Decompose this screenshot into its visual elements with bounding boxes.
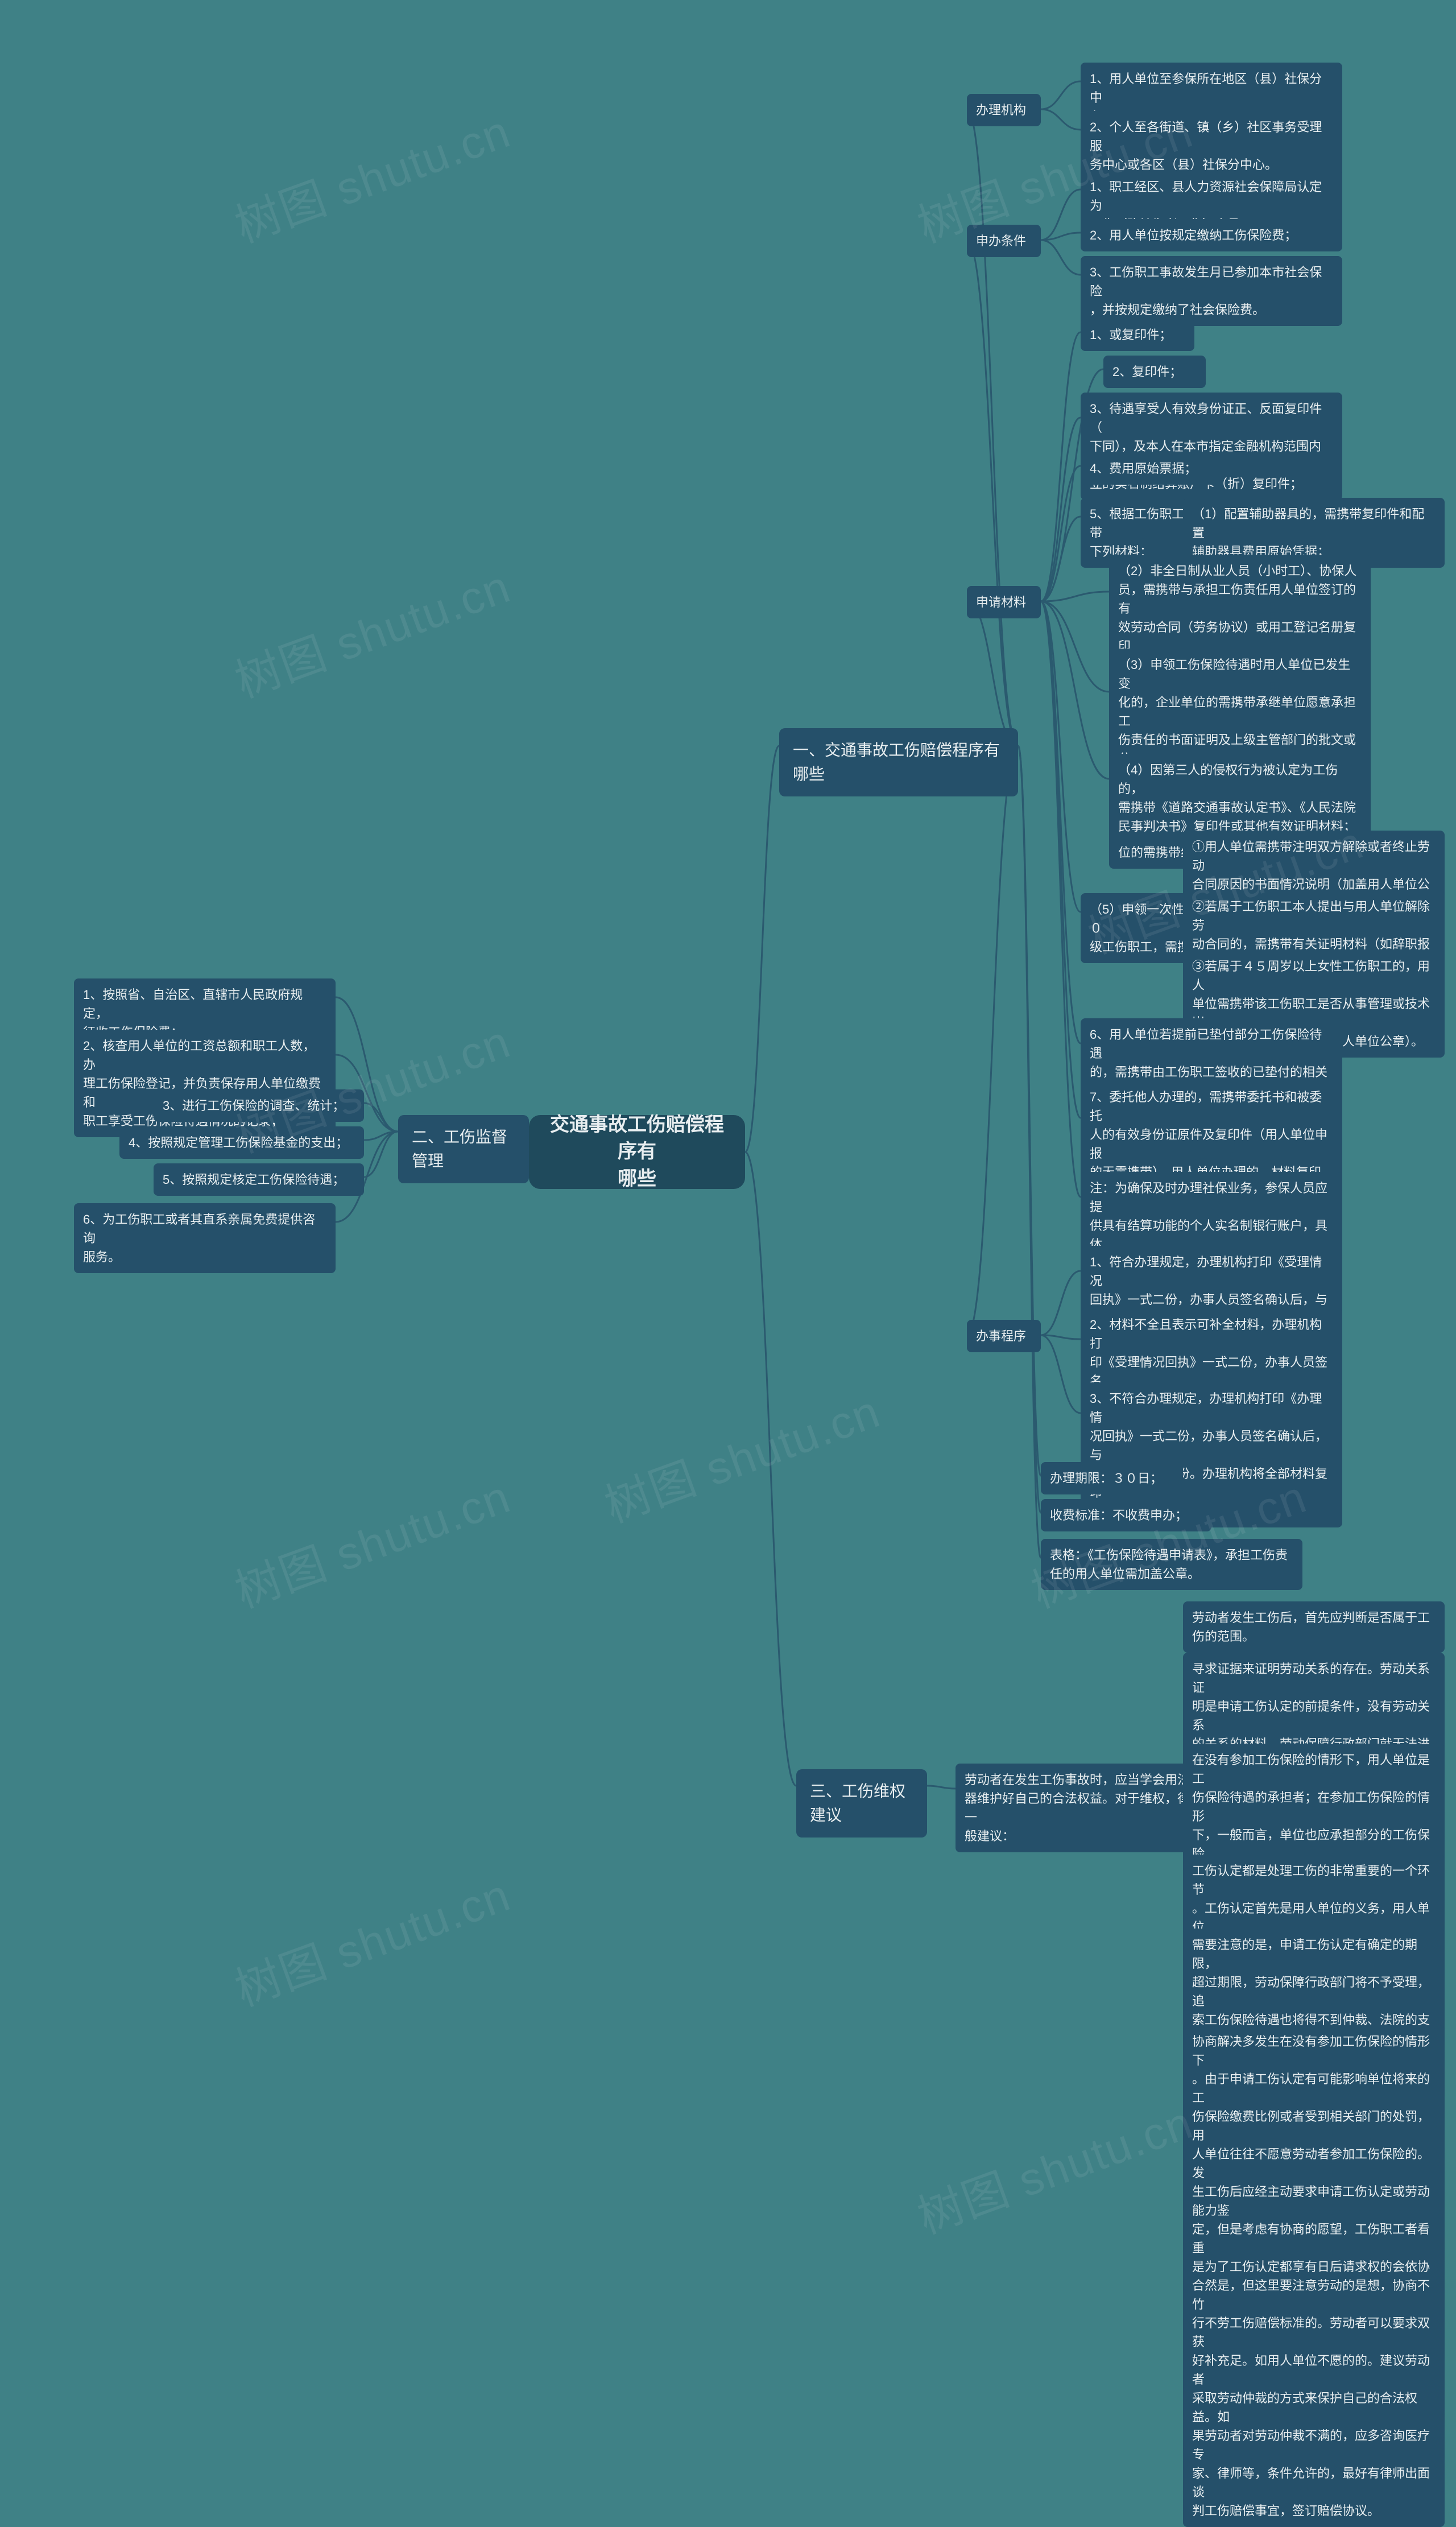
node-b1c5d: （4）因第三人的侵权行为被认定为工伤的，需携带《道路交通事故认定书》、《人民法院… [1109,754,1371,843]
node-b2: 二、工伤监督管理 [398,1115,529,1183]
node-b1e: 办理期限：３０日； [1041,1462,1183,1494]
node-b1b3: 3、工伤职工事故发生月已参加本市社会保险，并按规定缴纳了社会保险费。 [1081,256,1342,326]
node-b1a: 办理机构 [967,94,1041,126]
node-b1c4: 4、费用原始票据； [1081,452,1217,485]
node-b3: 三、工伤维权建议 [796,1769,927,1838]
node-b2e: 5、按照规定核定工伤保险待遇； [154,1163,364,1196]
node-b1c2: 2、复印件； [1103,356,1206,388]
node-b2c: 3、进行工伤保险的调查、统计； [154,1089,364,1122]
node-b1c1: 1、或复印件； [1081,319,1194,351]
node-b3e1: 协商解决多发生在没有参加工伤保险的情形下。由于申请工伤认定有可能影响单位将来的工… [1183,2025,1445,2527]
node-b2f: 6、为工伤职工或者其直系亲属免费提供咨询服务。 [74,1203,336,1273]
node-b2d: 4、按照规定管理工伤保险基金的支出； [119,1126,364,1159]
node-b1f: 收费标准：不收费申办； [1041,1499,1211,1531]
node-b1c: 申请材料 [967,586,1041,618]
node-b1g: 表格：《工伤保险待遇申请表》，承担工伤责任的用人单位需加盖公章。 [1041,1539,1302,1590]
node-b3a1: 劳动者发生工伤后，首先应判断是否属于工伤的范围。 [1183,1601,1445,1653]
root-node: 交通事故工伤赔偿程序有哪些 [529,1115,745,1189]
node-b1d: 办事程序 [967,1320,1041,1352]
node-b1: 一、交通事故工伤赔偿程序有哪些 [779,728,1018,796]
node-b1b: 申办条件 [967,225,1041,257]
node-b1b2: 2、用人单位按规定缴纳工伤保险费； [1081,219,1342,251]
